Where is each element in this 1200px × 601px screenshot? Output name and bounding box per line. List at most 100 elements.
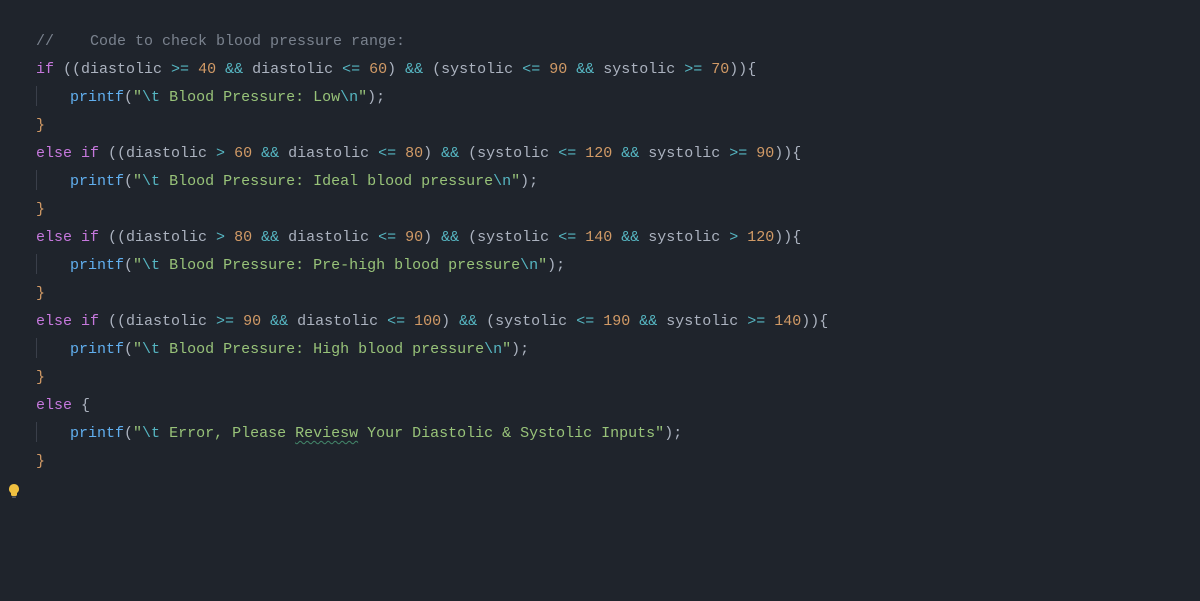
token-default: systolic <box>666 313 747 330</box>
token-keyword: else if <box>36 145 108 162</box>
token-escape: \t <box>142 425 160 442</box>
token-operator_cyan: && <box>441 229 468 246</box>
code-line[interactable]: else if ((diastolic > 60 && diastolic <=… <box>36 140 1200 168</box>
token-number: 90 <box>243 313 270 330</box>
token-operator_cyan: && <box>441 145 468 162</box>
token-default: ) <box>387 61 405 78</box>
token-paren: ( <box>124 89 133 106</box>
code-line[interactable]: else if ((diastolic > 80 && diastolic <=… <box>36 224 1200 252</box>
token-string: Reviesw <box>295 425 358 442</box>
code-line[interactable]: } <box>36 448 1200 476</box>
code-line[interactable]: if ((diastolic >= 40 && diastolic <= 60)… <box>36 56 1200 84</box>
token-number: 60 <box>234 145 261 162</box>
token-default: ((diastolic <box>108 145 216 162</box>
code-line[interactable]: // Code to check blood pressure range: <box>36 28 1200 56</box>
token-function: printf <box>70 257 124 274</box>
token-function: printf <box>70 425 124 442</box>
code-line[interactable]: } <box>36 364 1200 392</box>
code-line[interactable]: printf("\t Blood Pressure: Ideal blood p… <box>36 168 1200 196</box>
token-number: 90 <box>756 145 774 162</box>
token-default: (systolic <box>432 61 522 78</box>
indent-guide <box>36 338 37 358</box>
token-operator_cyan: >= <box>216 313 243 330</box>
code-line[interactable]: } <box>36 112 1200 140</box>
token-escape: \t <box>142 173 160 190</box>
token-string: Blood Pressure: Ideal blood pressure <box>160 173 493 190</box>
lightbulb-icon[interactable] <box>6 482 22 498</box>
token-default: diastolic <box>297 313 387 330</box>
token-operator_cyan: <= <box>342 61 369 78</box>
token-operator_cyan: >= <box>684 61 711 78</box>
token-escape: \n <box>493 173 511 190</box>
token-paren: ( <box>124 257 133 274</box>
token-string: Blood Pressure: Low <box>160 89 340 106</box>
token-number: 120 <box>747 229 774 246</box>
code-line[interactable]: printf("\t Error, Please Reviesw Your Di… <box>36 420 1200 448</box>
code-content[interactable]: // Code to check blood pressure range: if… <box>0 28 1200 476</box>
token-default: ((diastolic <box>63 61 171 78</box>
token-escape: \t <box>142 341 160 358</box>
token-operator_cyan: > <box>216 229 234 246</box>
token-operator_cyan: && <box>225 61 252 78</box>
token-default: diastolic <box>288 229 378 246</box>
token-operator_cyan: && <box>405 61 432 78</box>
token-number: 90 <box>405 229 423 246</box>
token-function: printf <box>70 89 124 106</box>
token-default: systolic <box>648 229 729 246</box>
token-number: 140 <box>774 313 801 330</box>
token-paren: ( <box>124 341 133 358</box>
token-default: ); <box>520 173 538 190</box>
token-operator_cyan: >= <box>747 313 774 330</box>
token-function: printf <box>70 341 124 358</box>
token-operator_cyan: <= <box>522 61 549 78</box>
indent-guide <box>36 170 37 190</box>
token-paren: ( <box>124 173 133 190</box>
token-string: " <box>538 257 547 274</box>
token-operator_cyan: >= <box>171 61 198 78</box>
token-default: (systolic <box>468 145 558 162</box>
editor-gutter <box>0 0 30 476</box>
token-brace: } <box>36 201 45 218</box>
token-default: (systolic <box>486 313 576 330</box>
token-default: { <box>81 397 90 414</box>
token-operator_cyan: >= <box>729 145 756 162</box>
code-line[interactable]: } <box>36 196 1200 224</box>
code-line[interactable]: else if ((diastolic >= 90 && diastolic <… <box>36 308 1200 336</box>
token-keyword: else <box>36 397 81 414</box>
code-line[interactable]: else { <box>36 392 1200 420</box>
token-escape: \t <box>142 89 160 106</box>
token-paren: ( <box>124 425 133 442</box>
token-operator_cyan: && <box>459 313 486 330</box>
token-brace: } <box>36 453 45 470</box>
code-line[interactable]: } <box>36 280 1200 308</box>
token-string: " <box>133 425 142 442</box>
token-escape: \n <box>340 89 358 106</box>
token-string: Error, Please <box>160 425 295 442</box>
code-line[interactable]: printf("\t Blood Pressure: High blood pr… <box>36 336 1200 364</box>
token-operator_cyan: <= <box>378 145 405 162</box>
token-default: diastolic <box>288 145 378 162</box>
token-comment: // Code to check blood pressure range: <box>36 33 405 50</box>
token-operator_cyan: > <box>729 229 747 246</box>
token-operator_cyan: && <box>261 229 288 246</box>
code-editor[interactable]: // Code to check blood pressure range: if… <box>0 0 1200 476</box>
token-default: systolic <box>603 61 684 78</box>
indent-guide <box>36 254 37 274</box>
token-keyword: else if <box>36 313 108 330</box>
token-default: ) <box>423 145 441 162</box>
code-line[interactable]: printf("\t Blood Pressure: Pre-high bloo… <box>36 252 1200 280</box>
token-default: systolic <box>648 145 729 162</box>
token-function: printf <box>70 173 124 190</box>
token-string: " <box>133 89 142 106</box>
token-string: " <box>133 173 142 190</box>
token-operator_cyan: && <box>621 229 648 246</box>
code-line[interactable]: printf("\t Blood Pressure: Low\n"); <box>36 84 1200 112</box>
token-operator_cyan: <= <box>558 229 585 246</box>
token-operator_cyan: > <box>216 145 234 162</box>
token-number: 70 <box>711 61 729 78</box>
token-number: 40 <box>198 61 225 78</box>
token-escape: \n <box>520 257 538 274</box>
token-number: 120 <box>585 145 621 162</box>
token-string: Blood Pressure: Pre-high blood pressure <box>160 257 520 274</box>
token-number: 80 <box>405 145 423 162</box>
